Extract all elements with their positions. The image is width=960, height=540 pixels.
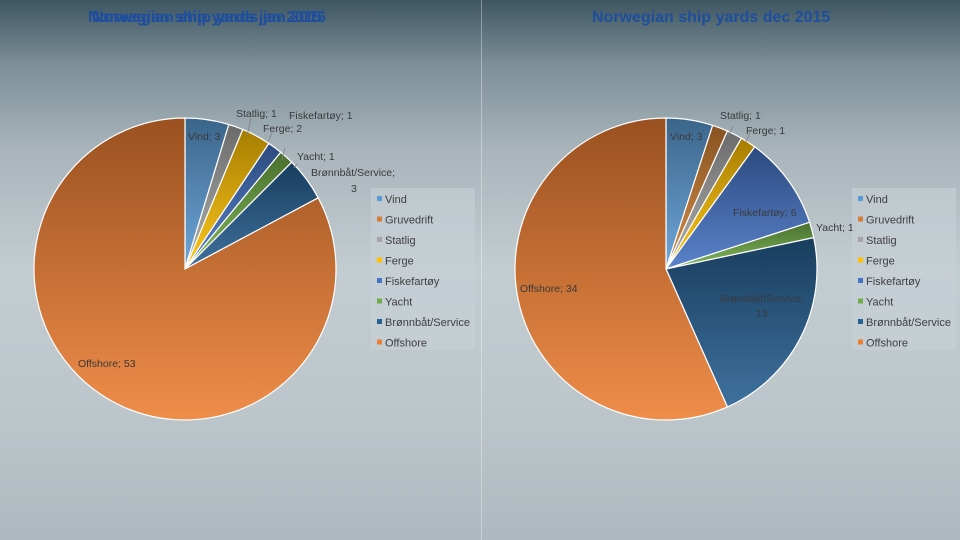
legend-left: Vind Gruvedrift Statlig Ferge Fiskefartøy Yac… — [377, 194, 470, 350]
legend-label-fiskefartoy-left: Fiskefartøy — [385, 276, 440, 288]
data-label-bronnbat-right: Brønnbåt/Service; — [720, 293, 804, 305]
legend-label-gruvedrift-right: Gruvedrift — [866, 215, 914, 227]
pie-chart-left — [33, 117, 337, 421]
legend-swatch-offshore-left — [377, 339, 382, 345]
legend-swatch-vind-right — [858, 196, 863, 201]
legend-label-fiskefartoy-right: Fiskefartøy — [866, 276, 921, 288]
legend-swatch-yacht-right — [858, 298, 863, 304]
data-label-bronnbat-value-right: 13 — [756, 308, 768, 320]
legend-swatch-statlig-left — [377, 237, 382, 242]
legend-label-statlig-left: Statlig — [385, 235, 416, 247]
legend-label-yacht-left: Yacht — [385, 297, 412, 309]
legend-label-yacht-right: Yacht — [866, 297, 893, 309]
data-label-ferge-left: Ferge; 2 — [263, 123, 302, 135]
legend-swatch-gruvedrift-left — [377, 216, 382, 222]
legend-swatch-offshore-right — [858, 339, 863, 345]
legend-label-offshore-left: Offshore — [385, 338, 427, 350]
data-label-vind-right: Vind; 3 — [670, 131, 703, 143]
data-label-bronnbat-value-left: 3 — [351, 183, 357, 195]
data-label-fiskefartoy-right: Fiskefartøy; 6 — [733, 207, 797, 219]
legend-swatch-ferge-left — [377, 257, 382, 263]
legend-swatch-yacht-left — [377, 298, 382, 304]
legend-box-left — [371, 188, 475, 350]
legend-swatch-bronnbat-service-right — [858, 319, 863, 324]
legend-label-offshore-right: Offshore — [866, 338, 908, 350]
data-label-statlig-right: Statlig; 1 — [720, 110, 761, 122]
legend-label-vind-right: Vind — [866, 194, 888, 206]
pie-slice-bronnbat-service-right — [665, 236, 818, 408]
chart-title-right: Norwegian ship yards dec 2015 — [592, 9, 830, 26]
pie-chart-right — [514, 117, 818, 421]
pie-slice-fiskefartoy-right — [664, 146, 811, 271]
legend-label-ferge-right: Ferge — [866, 256, 895, 268]
legend-swatch-fiskefartoy-left — [377, 278, 382, 283]
legend-label-ferge-left: Ferge — [385, 256, 414, 268]
legend-swatch-fiskefartoy-right — [858, 278, 863, 283]
data-label-yacht-right: Yacht; 1 — [816, 222, 854, 234]
legend-label-statlig-right: Statlig — [866, 235, 897, 247]
data-label-offshore-left: Offshore; 53 — [78, 358, 136, 370]
legend-swatch-gruvedrift-right — [858, 216, 863, 222]
data-label-fiskefartoy-left: Fiskefartøy; 1 — [289, 110, 353, 122]
legend-swatch-ferge-right — [858, 257, 863, 263]
data-label-ferge-right: Ferge; 1 — [746, 125, 785, 137]
legend-label-bronnbat-service-right: Brønnbåt/Service — [866, 317, 951, 329]
legend-swatch-vind-left — [377, 196, 382, 201]
data-label-bronnbat-left: Brønnbåt/Service; — [311, 167, 395, 179]
leader-lines-left — [246, 117, 298, 169]
panel-divider — [481, 0, 482, 540]
legend-label-gruvedrift-left: Gruvedrift — [385, 215, 433, 227]
data-label-yacht-left: Yacht; 1 — [297, 151, 335, 163]
legend-label-bronnbat-service-left: Brønnbåt/Service — [385, 317, 470, 329]
leader-lines-right — [727, 125, 753, 143]
legend-label-vind-left: Vind — [385, 194, 407, 206]
pie-slice-offshore-left — [33, 117, 337, 421]
legend-right: Vind Gruvedrift Statlig Ferge Fiskefartøy Yac… — [858, 194, 951, 350]
legend-box-right — [852, 188, 956, 350]
data-label-statlig-left: Statlig; 1 — [236, 108, 277, 120]
chart-title-overlap: Norwegian ship yards jan 2016 — [92, 9, 326, 26]
legend-swatch-statlig-right — [858, 237, 863, 242]
data-label-offshore-right: Offshore; 34 — [520, 283, 578, 295]
legend-swatch-bronnbat-service-left — [377, 319, 382, 324]
chart-title-left: Norwegian ship yards jan 2015 — [88, 9, 322, 26]
data-label-vind-left: Vind; 3 — [188, 131, 221, 143]
pie-slice-offshore-right — [514, 117, 729, 421]
